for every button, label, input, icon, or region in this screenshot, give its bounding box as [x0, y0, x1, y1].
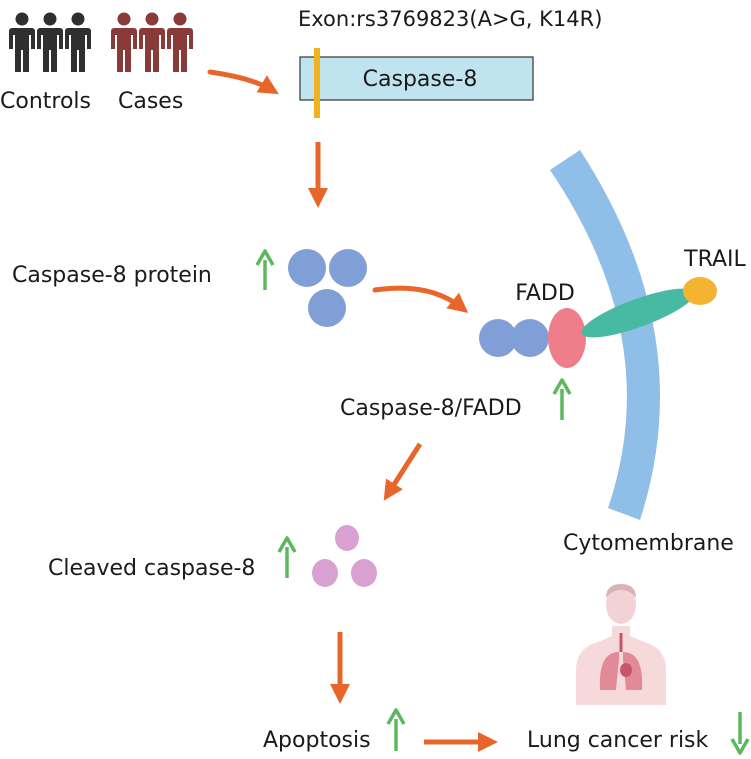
human-lungs-icon — [576, 584, 666, 705]
fadd-label: FADD — [515, 281, 575, 306]
complex-up-arrow — [552, 378, 572, 420]
arrow-complex-to-cleaved — [383, 442, 423, 501]
protein-circles — [288, 249, 367, 327]
person-icon — [65, 12, 91, 72]
complex-label: Caspase-8/FADD — [340, 396, 522, 421]
person-icon — [37, 12, 63, 72]
apoptosis-label: Apoptosis — [263, 728, 371, 753]
cleaved-up-arrow — [277, 536, 297, 578]
controls-label: Controls — [0, 89, 91, 114]
cases-label: Cases — [118, 89, 183, 114]
trail-ligand — [683, 277, 717, 305]
arrow-protein-to-complex — [372, 285, 469, 314]
person-icon — [111, 12, 137, 72]
apoptosis-up-arrow — [386, 708, 406, 751]
person-icon — [167, 12, 193, 72]
trail-label: TRAIL — [683, 247, 746, 272]
person-icon — [139, 12, 165, 72]
risk-label: Lung cancer risk — [527, 728, 709, 753]
variant-marker — [314, 48, 320, 118]
protein-up-arrow — [255, 249, 275, 290]
gene-box — [299, 56, 534, 101]
arrow-groups-to-gene — [207, 69, 279, 95]
receptor-ellipse — [581, 288, 695, 338]
controls-group — [9, 12, 91, 72]
person-icon — [9, 12, 35, 72]
protein-label: Caspase-8 protein — [12, 263, 212, 288]
cytomembrane — [550, 150, 660, 520]
risk-down-arrow — [730, 712, 750, 755]
complex-caspase-circles — [479, 319, 549, 357]
cleaved-circles — [312, 525, 377, 587]
cleaved-label: Cleaved caspase-8 — [48, 556, 255, 581]
gene-label: Caspase-8 — [363, 67, 478, 92]
membrane-label: Cytomembrane — [563, 531, 734, 556]
fadd-ellipse — [548, 308, 586, 368]
variant-label: Exon:rs3769823(A>G, K14R) — [298, 7, 602, 31]
cases-group — [111, 12, 193, 72]
